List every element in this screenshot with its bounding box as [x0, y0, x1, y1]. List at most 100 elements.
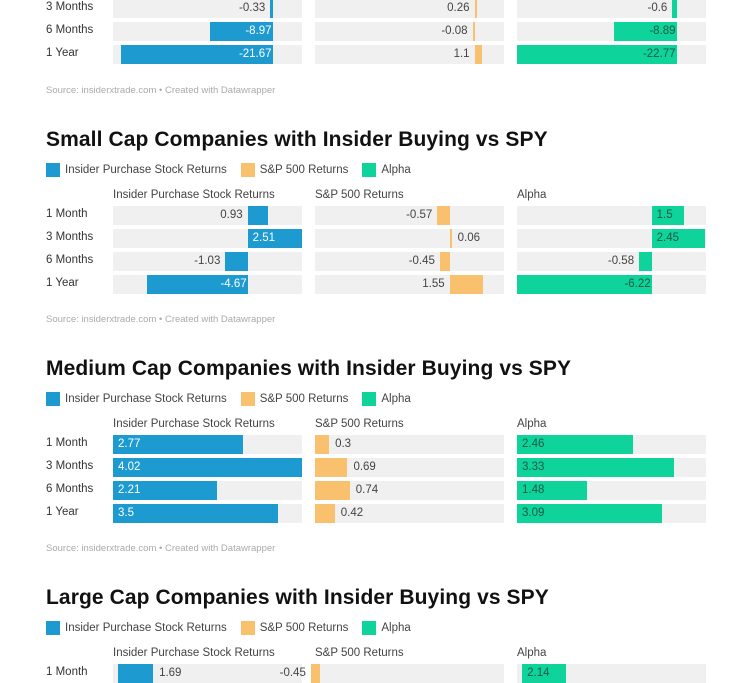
value-label: 4.02 [118, 461, 141, 473]
legend-item: Insider Purchase Stock Returns [46, 163, 227, 177]
bar-sp500 [437, 206, 450, 225]
cell-background [315, 45, 504, 64]
bar-insider [225, 252, 248, 271]
value-label: 3.09 [522, 507, 545, 519]
bar-alpha [517, 45, 677, 64]
bar-insider [146, 275, 248, 294]
source-note: Source: insiderxtrade.com • Created with… [46, 85, 276, 96]
value-label: 2.14 [527, 667, 550, 679]
legend-label: S&P 500 Returns [259, 164, 349, 176]
legend-label: Alpha [381, 393, 411, 405]
chart-legend: Insider Purchase Stock Returns S&P 500 Re… [46, 392, 425, 406]
legend-item: Alpha [362, 621, 411, 635]
column-header: Insider Purchase Stock Returns [113, 418, 275, 430]
bar-insider [113, 481, 217, 500]
row-label: 1 Year [46, 47, 79, 59]
legend-label: Alpha [381, 622, 411, 634]
legend-label: Alpha [381, 164, 411, 176]
chart-title: Small Cap Companies with Insider Buying … [46, 128, 548, 151]
value-label: 1.48 [522, 484, 545, 496]
cell-background [113, 22, 302, 41]
cell-background [315, 0, 504, 18]
value-label: 0.93 [220, 209, 243, 221]
source-note: Source: insiderxtrade.com • Created with… [46, 543, 276, 554]
legend-swatch-insider [46, 621, 60, 635]
bar-insider [113, 458, 302, 477]
cell-background [315, 22, 504, 41]
row-label: 6 Months [46, 24, 94, 36]
legend-swatch-sp500 [240, 621, 255, 635]
value-label: -6.22 [624, 278, 651, 290]
bar-alpha [639, 252, 652, 271]
legend-label: Insider Purchase Stock Returns [65, 164, 227, 176]
cell-background [315, 504, 504, 523]
value-label: 0.3 [335, 438, 352, 450]
bar-alpha [517, 504, 663, 523]
bar-sp500 [474, 0, 477, 18]
value-label: 0.42 [340, 507, 364, 519]
row-label: 6 Months [46, 254, 94, 266]
legend-swatch-insider [46, 392, 60, 406]
legend-label: S&P 500 Returns [259, 393, 349, 405]
value-label: 0.06 [457, 232, 481, 244]
value-label: -4.67 [220, 278, 247, 290]
cell-background [517, 252, 706, 271]
row-label: 1 Year [46, 506, 79, 518]
legend-label: Insider Purchase Stock Returns [65, 622, 227, 634]
legend-label: S&P 500 Returns [259, 622, 349, 634]
cell-background [315, 252, 504, 271]
bar-alpha [651, 229, 705, 248]
legend-swatch-alpha [362, 163, 377, 177]
bar-insider [247, 229, 302, 248]
value-label: -0.6 [647, 2, 668, 14]
bar-insider [247, 206, 268, 225]
legend-item: S&P 500 Returns [240, 621, 349, 635]
row-label: 1 Month [46, 666, 88, 678]
legend-item: Alpha [362, 392, 411, 406]
row-label: 3 Months [46, 231, 94, 243]
value-label: 2.51 [252, 232, 276, 244]
value-label: -22.77 [642, 48, 676, 60]
value-label: 2.45 [656, 232, 680, 244]
bar-alpha [517, 435, 633, 454]
cell-background [315, 229, 504, 248]
value-label: -0.58 [607, 255, 635, 267]
bar-sp500 [315, 458, 348, 477]
bar-sp500 [315, 435, 330, 454]
column-header: Insider Purchase Stock Returns [113, 189, 275, 201]
value-label: -0.33 [239, 2, 266, 14]
source-note: Source: insiderxtrade.com • Created with… [46, 314, 276, 325]
value-label: -21.67 [238, 48, 272, 60]
cell-background [315, 206, 504, 225]
row-label: 3 Months [46, 460, 94, 472]
value-label: 3.33 [522, 461, 545, 473]
value-label: 1.5 [656, 209, 673, 221]
legend-swatch-insider [46, 163, 60, 177]
value-label: 2.46 [522, 438, 545, 450]
bar-sp500 [310, 664, 321, 683]
value-label: 1.1 [453, 48, 470, 60]
value-label: -8.89 [649, 25, 676, 37]
value-label: -8.97 [245, 25, 272, 37]
bar-sp500 [449, 275, 484, 294]
legend-label: Insider Purchase Stock Returns [65, 393, 227, 405]
bar-sp500 [315, 504, 335, 523]
cell-background [315, 481, 504, 500]
value-label: -0.57 [406, 209, 433, 221]
legend-item: S&P 500 Returns [240, 163, 349, 177]
legend-swatch-sp500 [240, 163, 255, 177]
value-label: 0.26 [447, 2, 470, 14]
legend-item: Insider Purchase Stock Returns [46, 621, 227, 635]
legend-item: Alpha [362, 163, 411, 177]
value-label: 2.77 [118, 438, 141, 450]
value-label: -0.45 [408, 255, 435, 267]
value-label: -0.45 [279, 667, 306, 679]
bar-sp500 [474, 45, 483, 64]
column-header: S&P 500 Returns [315, 189, 404, 201]
cell-background [113, 252, 302, 271]
value-label: 0.74 [355, 484, 379, 496]
column-header: Alpha [517, 189, 547, 201]
row-label: 1 Year [46, 277, 79, 289]
row-label: 1 Month [46, 208, 88, 220]
bar-insider [113, 504, 278, 523]
